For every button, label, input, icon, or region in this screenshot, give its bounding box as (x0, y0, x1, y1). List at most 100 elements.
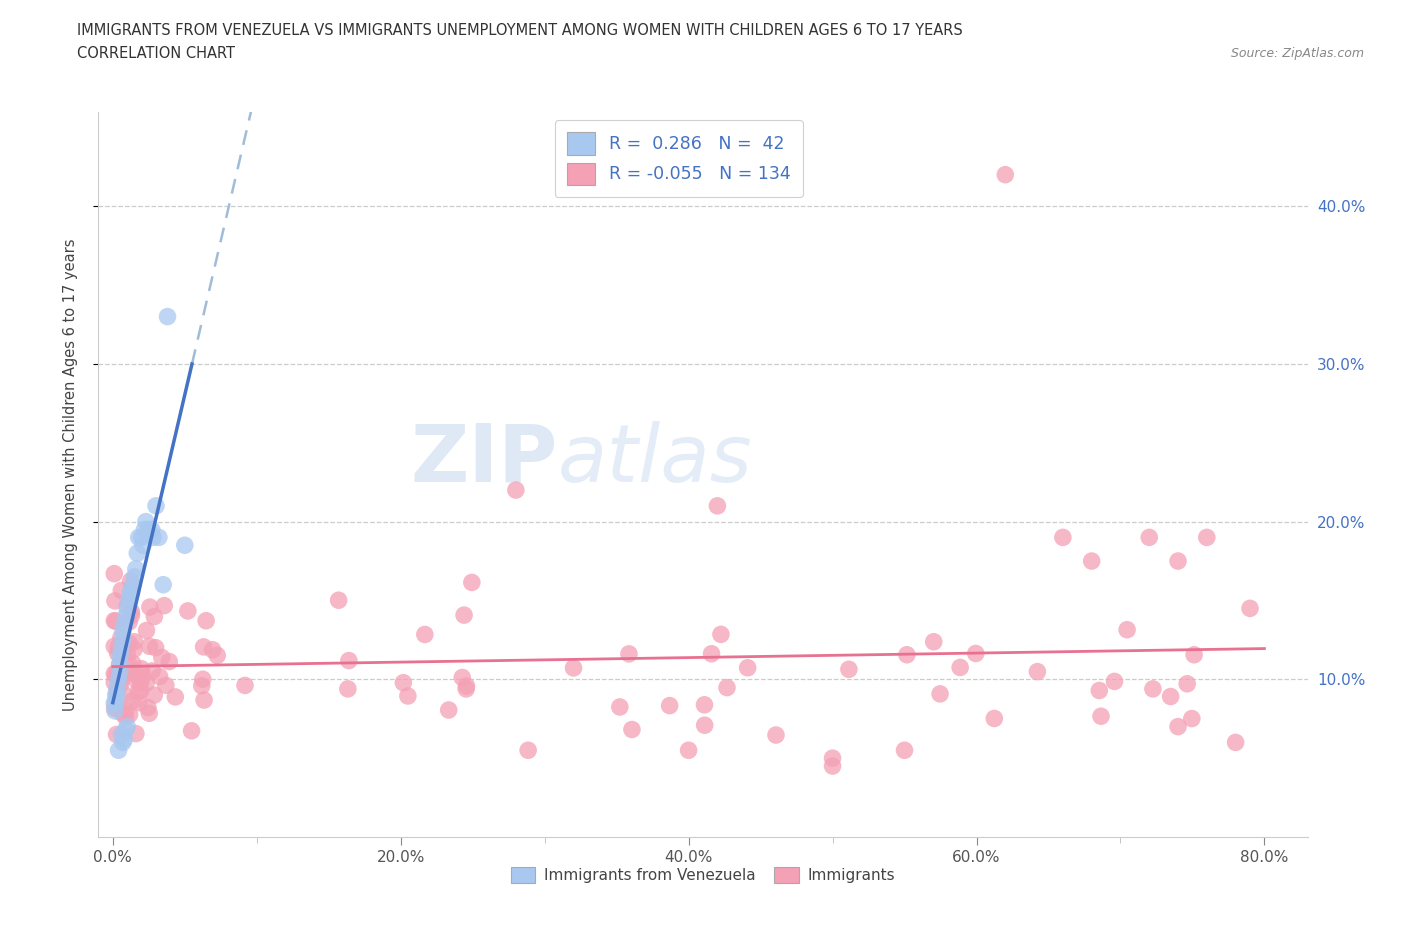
Point (105, 680, 128, 695)
Point (1026, 664, 1049, 679)
Point (122, 642, 145, 657)
Point (620, 722, 643, 737)
Point (1175, 676, 1198, 691)
Point (125, 562, 148, 577)
Point (132, 538, 155, 552)
Point (114, 609, 136, 624)
Point (122, 663, 145, 678)
Point (103, 675, 125, 690)
Point (112, 617, 135, 631)
Point (103, 700, 125, 715)
Point (396, 688, 419, 703)
Point (108, 658, 131, 672)
Point (1182, 647, 1205, 662)
Point (135, 623, 157, 638)
Point (193, 693, 215, 708)
Point (609, 699, 631, 714)
Point (1195, 530, 1218, 545)
Point (110, 676, 132, 691)
Point (156, 309, 179, 324)
Point (456, 682, 478, 697)
Point (124, 666, 146, 681)
Point (139, 600, 162, 615)
Point (110, 631, 132, 645)
Point (134, 522, 156, 537)
Point (1116, 622, 1139, 637)
Point (112, 687, 135, 702)
Point (451, 670, 474, 684)
Point (104, 696, 127, 711)
Point (107, 743, 129, 758)
Point (118, 593, 141, 608)
Point (118, 707, 141, 722)
Point (1090, 709, 1112, 724)
Legend: Immigrants from Venezuela, Immigrants: Immigrants from Venezuela, Immigrants (503, 859, 903, 891)
Point (693, 718, 716, 733)
Point (128, 696, 150, 711)
Point (437, 702, 460, 717)
Point (110, 671, 132, 685)
Point (658, 698, 681, 713)
Text: CORRELATION CHART: CORRELATION CHART (77, 46, 235, 61)
Point (107, 664, 129, 679)
Point (103, 613, 125, 628)
Point (1239, 601, 1261, 616)
Y-axis label: Unemployment Among Women with Children Ages 6 to 17 years: Unemployment Among Women with Children A… (63, 238, 77, 711)
Point (821, 759, 844, 774)
Point (453, 607, 475, 622)
Point (112, 732, 135, 747)
Point (104, 593, 127, 608)
Point (111, 625, 134, 640)
Point (155, 678, 177, 693)
Point (693, 698, 716, 712)
Point (128, 530, 150, 545)
Point (129, 684, 152, 698)
Point (107, 640, 129, 655)
Point (145, 640, 167, 655)
Point (929, 686, 952, 701)
Point (983, 711, 1005, 726)
Point (111, 735, 134, 750)
Point (138, 639, 160, 654)
Point (122, 578, 145, 592)
Point (142, 530, 165, 545)
Point (105, 727, 128, 742)
Point (129, 675, 152, 690)
Point (110, 641, 132, 656)
Point (1088, 683, 1111, 698)
Point (127, 674, 149, 689)
Point (157, 654, 180, 669)
Text: Source: ZipAtlas.com: Source: ZipAtlas.com (1230, 46, 1364, 60)
Point (165, 689, 187, 704)
Point (965, 646, 987, 661)
Point (517, 743, 540, 758)
Text: IMMIGRANTS FROM VENEZUELA VS IMMIGRANTS UNEMPLOYMENT AMONG WOMEN WITH CHILDREN A: IMMIGRANTS FROM VENEZUELA VS IMMIGRANTS … (77, 23, 963, 38)
Point (121, 656, 143, 671)
Point (148, 530, 170, 545)
Point (392, 675, 415, 690)
Point (103, 666, 125, 681)
Point (105, 684, 128, 698)
Point (124, 569, 146, 584)
Point (152, 578, 174, 592)
Point (838, 662, 860, 677)
Point (922, 634, 945, 649)
Point (121, 585, 143, 600)
Point (233, 678, 256, 693)
Point (1225, 735, 1247, 750)
Point (127, 546, 149, 561)
Point (150, 650, 173, 665)
Point (111, 706, 134, 721)
Point (131, 661, 153, 676)
Point (678, 743, 700, 758)
Point (193, 640, 215, 655)
Point (124, 667, 146, 682)
Text: ZIP: ZIP (411, 420, 558, 498)
Point (118, 615, 141, 630)
Point (180, 724, 202, 738)
Point (328, 592, 350, 607)
Point (125, 726, 148, 741)
Point (191, 678, 214, 693)
Point (1181, 711, 1204, 726)
Point (138, 706, 160, 721)
